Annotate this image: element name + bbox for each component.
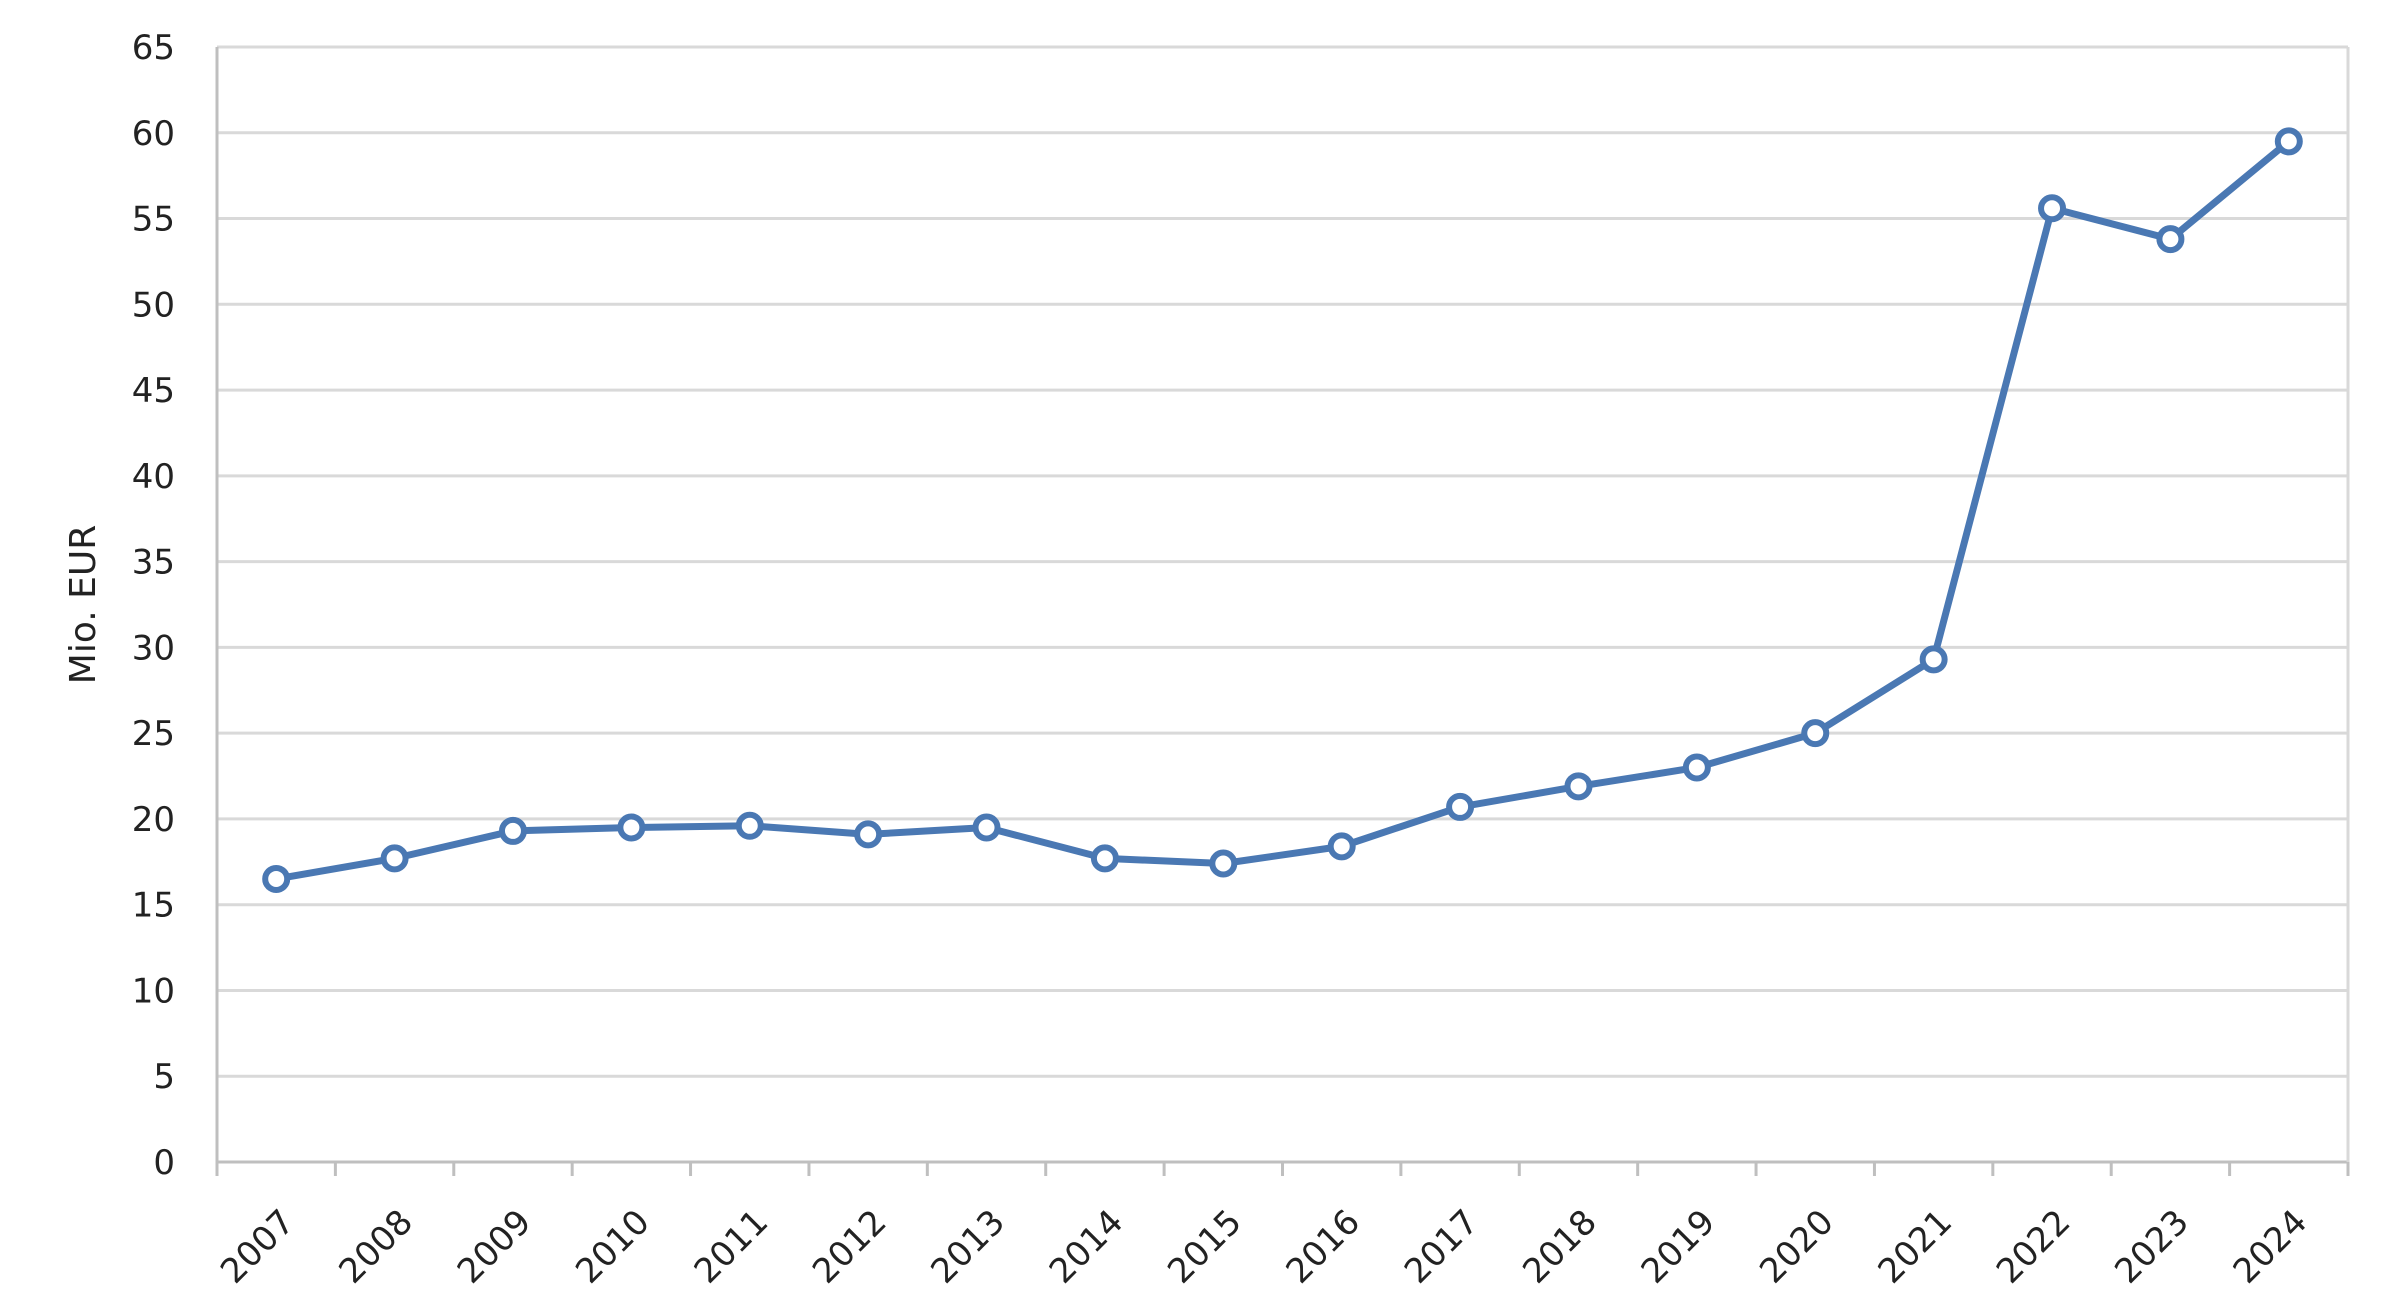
x-tick-label-2019: 2019 [1634, 1202, 1723, 1291]
x-tick-label-2021: 2021 [1871, 1202, 1960, 1291]
data-point-2010 [617, 813, 646, 842]
data-point-2016 [1327, 832, 1356, 861]
x-tick-label-2007: 2007 [213, 1202, 302, 1291]
data-point-2017 [1446, 792, 1475, 821]
data-point-2023 [2156, 225, 2185, 254]
data-point-2015 [1209, 849, 1238, 878]
data-point-2013 [972, 813, 1001, 842]
x-tick-label-2018: 2018 [1515, 1202, 1604, 1291]
y-tick-label-0: 0 [153, 1143, 175, 1183]
data-point-2022 [2038, 194, 2067, 223]
x-tick-label-2015: 2015 [1160, 1202, 1249, 1291]
y-tick-label-30: 30 [132, 628, 175, 668]
y-tick-label-5: 5 [153, 1057, 175, 1097]
x-tick-label-2017: 2017 [1397, 1202, 1486, 1291]
y-tick-label-35: 35 [132, 543, 175, 583]
x-tick-label-2009: 2009 [450, 1202, 539, 1291]
x-tick-label-2016: 2016 [1279, 1202, 1368, 1291]
data-point-2014 [1090, 844, 1119, 873]
y-tick-labels: 0 5 10 15 20 25 30 35 40 45 50 55 60 65 [132, 28, 175, 1183]
y-tick-label-55: 55 [132, 200, 175, 240]
y-tick-label-60: 60 [132, 114, 175, 154]
axes [215, 47, 2350, 1176]
data-point-2018 [1564, 772, 1593, 801]
x-tick-label-2010: 2010 [568, 1202, 657, 1291]
x-tick-label-2008: 2008 [331, 1202, 420, 1291]
gridlines [217, 45, 2348, 1078]
x-tick-labels: 2007 2008 2009 2010 2011 2012 2013 2014 2015 2016… [213, 1202, 2315, 1291]
y-tick-label-10: 10 [132, 971, 175, 1011]
data-point-2024 [2274, 127, 2303, 156]
y-tick-label-40: 40 [132, 457, 175, 497]
x-tick-label-2020: 2020 [1752, 1202, 1841, 1291]
data-point-2011 [735, 811, 764, 840]
y-tick-label-25: 25 [132, 714, 175, 754]
data-point-2012 [854, 820, 883, 849]
data-point-2021 [1919, 645, 1948, 674]
data-point-2019 [1682, 753, 1711, 782]
x-tick-label-2022: 2022 [1989, 1202, 2078, 1291]
x-tick-label-2014: 2014 [1042, 1202, 1131, 1291]
x-tick-label-2011: 2011 [687, 1202, 776, 1291]
series-line-0 [272, 137, 2293, 883]
x-tick-label-2013: 2013 [923, 1202, 1012, 1291]
data-point-2008 [380, 844, 409, 873]
x-tick-label-2024: 2024 [2226, 1202, 2315, 1291]
data-point-2020 [1801, 719, 1830, 748]
data-point-2009 [498, 816, 527, 845]
y-tick-label-50: 50 [132, 285, 175, 325]
y-tick-label-45: 45 [132, 371, 175, 411]
data-series [262, 127, 2303, 893]
data-point-2007 [262, 864, 291, 893]
y-tick-label-20: 20 [132, 800, 175, 840]
x-tick-label-2023: 2023 [2107, 1202, 2196, 1291]
y-tick-label-65: 65 [132, 28, 175, 68]
x-tick-label-2012: 2012 [805, 1202, 894, 1291]
y-axis-title: Mio. EUR [63, 525, 104, 684]
y-tick-label-15: 15 [132, 886, 175, 926]
